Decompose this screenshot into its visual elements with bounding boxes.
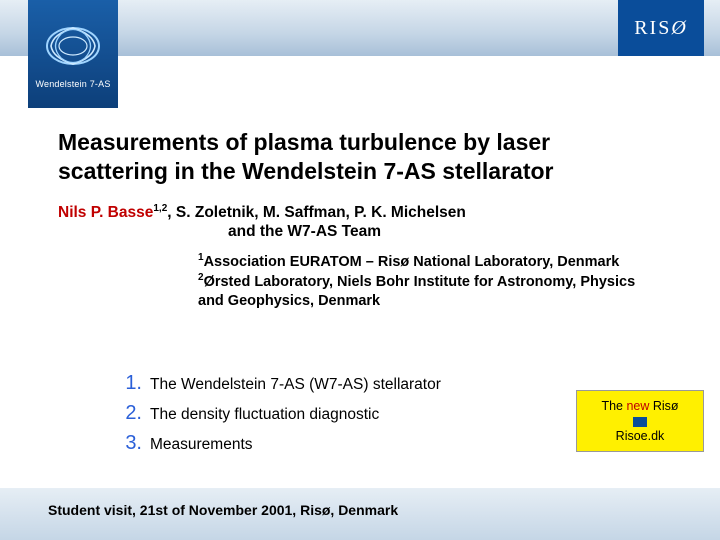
list-item: 1. The Wendelstein 7-AS (W7-AS) stellarat…: [118, 368, 441, 398]
affiliations: 1Association EURATOM – Risø National Lab…: [198, 251, 660, 311]
slide-title: Measurements of plasma turbulence by las…: [58, 128, 660, 186]
footer-text: Student visit, 21st of November 2001, Ri…: [48, 502, 398, 518]
list-number: 2.: [118, 398, 142, 428]
authors-line: Nils P. Basse1,2, S. Zoletnik, M. Saffma…: [58, 202, 660, 223]
list-number: 1.: [118, 368, 142, 398]
riso-logo: RISØ: [618, 0, 704, 56]
wendelstein-label: Wendelstein 7-AS: [35, 79, 110, 89]
coauthors: , S. Zoletnik, M. Saffman, P. K. Michels…: [167, 204, 466, 221]
wendelstein-logo: Wendelstein 7-AS: [28, 0, 118, 108]
list-text: The density fluctuation diagnostic: [150, 403, 379, 426]
list-text: The Wendelstein 7-AS (W7-AS) stellarator: [150, 373, 441, 396]
outline-list: 1. The Wendelstein 7-AS (W7-AS) stellarat…: [118, 368, 441, 458]
list-item: 3. Measurements: [118, 428, 441, 458]
list-number: 3.: [118, 428, 142, 458]
riso-logo-text: RISØ: [634, 17, 688, 40]
new-riso-url: Risoe.dk: [616, 429, 665, 443]
lead-author-sup: 1,2: [153, 203, 167, 214]
new-riso-badge: The new Risø Risoe.dk: [576, 390, 704, 452]
square-icon: [633, 417, 647, 427]
list-text: Measurements: [150, 433, 253, 456]
title-block: Measurements of plasma turbulence by las…: [58, 128, 660, 311]
stellarator-icon: [43, 19, 103, 73]
affil1-text: Association EURATOM – Risø National Labo…: [204, 254, 620, 270]
team-line: and the W7-AS Team: [228, 223, 660, 241]
list-item: 2. The density fluctuation diagnostic: [118, 398, 441, 428]
lead-author: Nils P. Basse: [58, 204, 153, 221]
new-riso-line1: The new Risø: [601, 399, 678, 413]
affil2-text: Ørsted Laboratory, Niels Bohr Institute …: [198, 274, 635, 309]
